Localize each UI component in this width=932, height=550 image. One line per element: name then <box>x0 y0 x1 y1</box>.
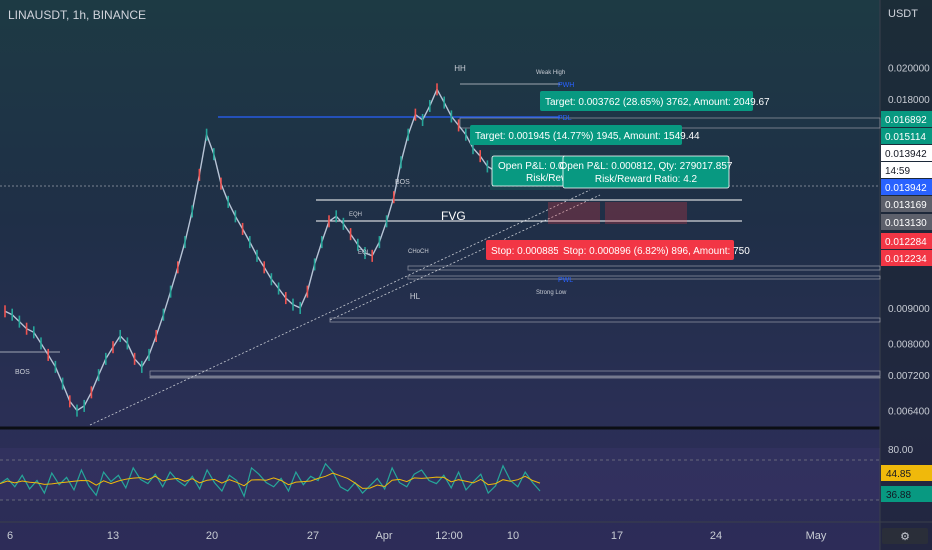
stop-zone-2 <box>605 202 687 224</box>
zone-box <box>407 265 881 271</box>
weak-high-label: Weak High <box>536 70 565 76</box>
settings-box <box>882 528 928 544</box>
stop-zone <box>548 202 600 224</box>
price-label-box <box>881 196 932 212</box>
target-label-1-box <box>540 91 753 111</box>
pnl-box-1 <box>562 155 730 189</box>
price-line <box>4 87 546 412</box>
target-label-2: Target: 0.001945 (14.77%) 1945, Amount: … <box>475 131 700 142</box>
price-tick-label: 0.007200 <box>888 371 930 382</box>
time-tick-label: 6 <box>7 530 13 542</box>
rsi-label: 44.85 <box>886 469 911 480</box>
hh-label: HH <box>454 64 466 73</box>
price-label-box <box>881 250 932 266</box>
gear-icon: ⚙ <box>900 531 910 543</box>
price-label-box <box>881 162 932 178</box>
zone-box <box>407 275 881 280</box>
pnl-label-2: Open P&L: 0.000 <box>498 161 575 172</box>
price-label: 0.015114 <box>885 132 926 143</box>
rsi-tick-label: 80.00 <box>888 445 913 456</box>
rsi-line <box>0 462 541 499</box>
price-label: 0.013942 <box>885 183 927 194</box>
hl-label: HL <box>410 292 421 301</box>
price-label: 0.013169 <box>885 200 927 211</box>
price-label-box <box>881 233 932 249</box>
zone-box <box>149 370 881 377</box>
choch-label: CHoCH <box>408 249 429 255</box>
bos-label-2: BOS <box>395 179 410 186</box>
stop-label-1: Stop: 0.000896 (6.82%) 896, Amount: 750 <box>563 246 750 257</box>
price-label: 0.013942 <box>885 149 927 160</box>
time-tick-label: May <box>806 530 827 542</box>
trendline-1 <box>89 189 591 426</box>
price-label-box <box>881 128 932 144</box>
symbol-label[interactable]: LINAUSDT, 1h, BINANCE <box>8 8 147 22</box>
price-label-box <box>881 111 932 127</box>
pwl-label: PWL <box>558 277 573 284</box>
rsi-label-box <box>881 486 932 502</box>
price-label: 0.013130 <box>885 218 927 229</box>
fvg-label: FVG <box>441 209 466 223</box>
time-tick-label: 20 <box>206 530 218 542</box>
ratio-label-2: Risk/Rewar <box>526 173 578 184</box>
currency-label: USDT <box>888 8 918 20</box>
price-tick-label: 0.020000 <box>888 63 930 74</box>
price-tick-label: 0.018000 <box>888 95 930 106</box>
eql-label: EQL <box>358 250 371 256</box>
time-tick-label: 24 <box>710 530 722 542</box>
stop-label-2: Stop: 0.000885 ( <box>491 246 566 257</box>
bos-label: BOS <box>15 369 30 376</box>
price-tick-label: 0.009000 <box>888 304 930 315</box>
price-label-box <box>881 214 932 230</box>
time-tick-label: Apr <box>375 530 392 542</box>
price-label: 0.012234 <box>885 254 927 265</box>
time-tick-label: 10 <box>507 530 519 542</box>
price-label: 0.012284 <box>885 237 927 248</box>
rsi-label-box <box>881 465 932 481</box>
rsi-band <box>0 448 880 500</box>
rsi-ma-line <box>0 472 541 489</box>
eqh-label: EQH <box>349 212 362 218</box>
pnl-label-1: Open P&L: 0.000812, Qty: 279017.857 <box>560 161 733 172</box>
target-label-2-box <box>470 125 682 145</box>
price-label: 14:59 <box>885 166 910 177</box>
price-tick-label: 0.006400 <box>888 407 930 418</box>
ratio-label-1: Risk/Reward Ratio: 4.2 <box>595 174 698 185</box>
time-tick-label: 12:00 <box>435 530 463 542</box>
rsi-label: 36.88 <box>886 490 911 501</box>
pdl-label: PDL <box>558 115 572 122</box>
time-tick-label: 17 <box>611 530 623 542</box>
zone-box <box>329 317 881 323</box>
price-label-box <box>881 179 932 195</box>
zone-box <box>149 376 881 379</box>
price-label-box <box>881 145 932 161</box>
stop-label-2-box <box>486 240 562 260</box>
time-tick-label: 27 <box>307 530 319 542</box>
stop-label-1-box <box>558 240 734 260</box>
pwh-label: PWH <box>558 82 574 89</box>
price-axis-panel <box>880 0 932 550</box>
trendline-2 <box>329 194 601 321</box>
time-tick-label: 13 <box>107 530 119 542</box>
target-label-1: Target: 0.003762 (28.65%) 3762, Amount: … <box>545 97 770 108</box>
price-tick-label: 0.008000 <box>888 339 930 350</box>
price-label: 0.016892 <box>885 115 927 126</box>
strong-low-label: Strong Low <box>536 290 567 296</box>
